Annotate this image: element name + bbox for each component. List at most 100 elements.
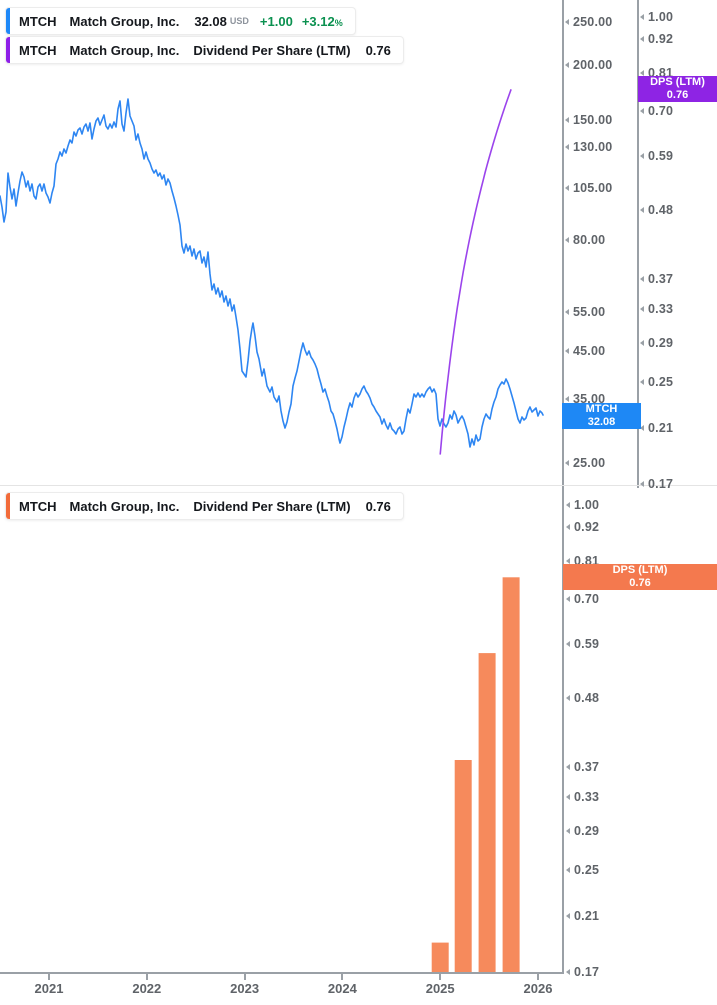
price-axis-tick-label: 150.00 xyxy=(573,112,613,127)
legend-dps-overlay-series[interactable]: MTCH Match Group, Inc. Dividend Per Shar… xyxy=(5,36,404,64)
tick-arrow-icon xyxy=(565,19,569,25)
dividend-axis-top-tick-label: 0.37 xyxy=(648,271,674,286)
price-axis-tick: 250.00 xyxy=(565,15,612,29)
tick-arrow-icon xyxy=(565,460,569,467)
price-axis-tick: 35.00 xyxy=(565,392,605,406)
dividend-axis-bottom-tick-label: 0.59 xyxy=(574,637,600,652)
price-axis-tick-label: 130.00 xyxy=(573,140,613,155)
price-axis-tick-label: 250.00 xyxy=(573,15,613,29)
metric-value: 0.76 xyxy=(365,498,391,514)
badge-value: 32.08 xyxy=(587,416,616,428)
dividend-axis-top-tick-label: 0.59 xyxy=(648,149,674,164)
dividend-axis-top-tick-label: 0.29 xyxy=(648,336,674,351)
dividend-axis-top-tick-label: 0.48 xyxy=(648,203,674,218)
price-axis-tick-label: 105.00 xyxy=(573,181,613,196)
tick-arrow-icon xyxy=(566,695,570,702)
dividend-bar[interactable] xyxy=(454,760,472,972)
dividend-axis-top-tick: 0.70 xyxy=(640,104,673,118)
tick-arrow-icon xyxy=(566,913,570,920)
dividend-axis-bottom-tick-label: 0.25 xyxy=(574,863,600,878)
price-axis-tick-label: 25.00 xyxy=(573,456,606,471)
dividend-axis-bottom-tick: 0.25 xyxy=(566,863,599,877)
tick-arrow-icon xyxy=(565,144,569,151)
tick-arrow-icon xyxy=(566,523,570,530)
metric-name: Dividend Per Share (LTM) xyxy=(193,498,351,514)
dividend-axis-bottom-tick: 0.37 xyxy=(566,760,599,774)
tick-arrow-icon xyxy=(565,116,569,123)
dividend-bar[interactable] xyxy=(478,653,496,972)
year-label: 2026 xyxy=(523,981,553,996)
price-axis-tick: 105.00 xyxy=(565,181,612,195)
year-tick xyxy=(48,974,50,980)
dividend-axis-top-tick: 0.92 xyxy=(640,32,673,46)
year-tick xyxy=(243,974,246,980)
price-axis-tick-label: 35.00 xyxy=(573,391,606,406)
tick-arrow-icon xyxy=(566,867,570,874)
dividend-axis-bottom-tick-label: 0.70 xyxy=(574,591,600,606)
year-tick xyxy=(537,974,539,980)
dividend-axis-top-tick: 0.17 xyxy=(640,477,673,491)
tick-arrow-icon xyxy=(640,340,644,347)
price-line-series[interactable] xyxy=(0,98,544,448)
price-change: +1.00 xyxy=(259,13,293,29)
dividend-axis-top-tick: 0.21 xyxy=(640,421,673,435)
currency-label: USD xyxy=(229,16,249,26)
price-axis-line xyxy=(562,0,564,973)
dps-bar-series-color-bar xyxy=(6,493,10,519)
year-tick xyxy=(439,974,442,980)
company-name: Match Group, Inc. xyxy=(69,13,180,29)
company-name: Match Group, Inc. xyxy=(69,42,180,58)
dividend-axis-top-tick-label: 0.17 xyxy=(648,476,674,491)
price-series-color-bar xyxy=(6,8,10,34)
tick-arrow-icon xyxy=(565,395,569,402)
dividend-axis-bottom-tick-label: 0.33 xyxy=(574,790,600,805)
badge-label: DPS (LTM) xyxy=(650,76,705,88)
legend-dps-bar-series[interactable]: MTCH Match Group, Inc. Dividend Per Shar… xyxy=(5,492,404,520)
year-label: 2024 xyxy=(327,981,357,996)
badge-label: DPS (LTM) xyxy=(612,564,668,576)
ticker-symbol: MTCH xyxy=(19,13,57,29)
year-label: 2025 xyxy=(425,981,455,996)
tick-arrow-icon xyxy=(566,595,570,602)
tick-arrow-icon xyxy=(565,309,569,316)
dividend-axis-bottom-tick-label: 0.37 xyxy=(574,759,600,774)
last-price-axis-badge: MTCH 32.08 xyxy=(562,403,641,429)
tick-arrow-icon xyxy=(640,480,644,487)
dividend-axis-bottom-tick-label: 1.00 xyxy=(574,498,600,512)
year-label: 2021 xyxy=(34,981,64,996)
badge-value: 0.76 xyxy=(629,577,651,589)
metric-value: 0.76 xyxy=(365,42,391,58)
dividend-bar[interactable] xyxy=(502,577,520,972)
price-axis-tick-label: 45.00 xyxy=(573,343,606,358)
dividend-axis-bottom-tick-label: 0.48 xyxy=(574,691,600,706)
ticker-symbol: MTCH xyxy=(19,42,57,58)
legend-price-series[interactable]: MTCH Match Group, Inc. 32.08 USD +1.00 +… xyxy=(5,7,356,35)
dividend-axis-bottom-tick: 1.00 xyxy=(566,498,599,512)
tick-arrow-icon xyxy=(565,237,569,244)
tick-arrow-icon xyxy=(565,347,569,354)
ticker-symbol: MTCH xyxy=(19,498,57,514)
dividend-axis-bottom-tick: 0.48 xyxy=(566,691,599,705)
company-name: Match Group, Inc. xyxy=(69,498,180,514)
tick-arrow-icon xyxy=(566,557,570,564)
dividend-axis-top-tick: 0.33 xyxy=(640,302,673,316)
dps-axis-badge-bottom: DPS (LTM) 0.76 xyxy=(563,564,717,590)
price-axis-tick-label: 80.00 xyxy=(573,233,606,248)
dividend-axis-bottom-tick-label: 0.21 xyxy=(574,909,600,924)
percent-sign: % xyxy=(334,17,343,28)
dividend-bar[interactable] xyxy=(431,942,449,972)
tick-arrow-icon xyxy=(640,35,644,42)
dividend-axis-top-tick-label: 0.70 xyxy=(648,103,674,118)
tick-arrow-icon xyxy=(566,968,570,975)
price-axis-tick: 80.00 xyxy=(565,233,605,247)
price-axis-tick: 25.00 xyxy=(565,456,605,470)
tick-arrow-icon xyxy=(640,107,644,114)
price-axis-tick: 130.00 xyxy=(565,140,612,154)
price-change-percent: +3.12% xyxy=(301,13,343,29)
price-axis-tick-label: 200.00 xyxy=(573,57,613,72)
dividend-axis-bottom-tick-label: 0.92 xyxy=(574,519,600,534)
dividend-axis-bottom-tick: 0.33 xyxy=(566,790,599,804)
dps-series-color-bar xyxy=(6,37,10,63)
dividend-line-series[interactable] xyxy=(439,89,512,455)
